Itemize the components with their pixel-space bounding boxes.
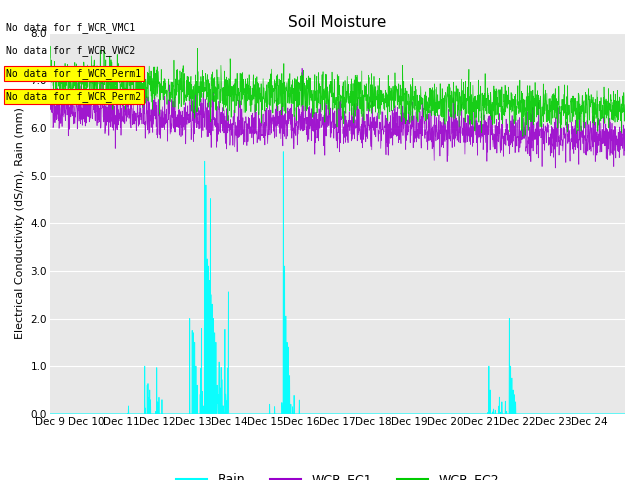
- Text: No data for f_WCR_VWC2: No data for f_WCR_VWC2: [6, 45, 136, 56]
- Text: No data for f_WCR_Perm1: No data for f_WCR_Perm1: [6, 68, 141, 79]
- Y-axis label: Electrical Conductivity (dS/m), Rain (mm): Electrical Conductivity (dS/m), Rain (mm…: [15, 107, 25, 339]
- Text: No data for f_WCR_Perm2: No data for f_WCR_Perm2: [6, 91, 141, 102]
- Legend: Rain, WCR_EC1, WCR_EC2: Rain, WCR_EC1, WCR_EC2: [171, 468, 504, 480]
- Text: No data for f_WCR_VMC1: No data for f_WCR_VMC1: [6, 22, 136, 33]
- Title: Soil Moisture: Soil Moisture: [288, 15, 387, 30]
